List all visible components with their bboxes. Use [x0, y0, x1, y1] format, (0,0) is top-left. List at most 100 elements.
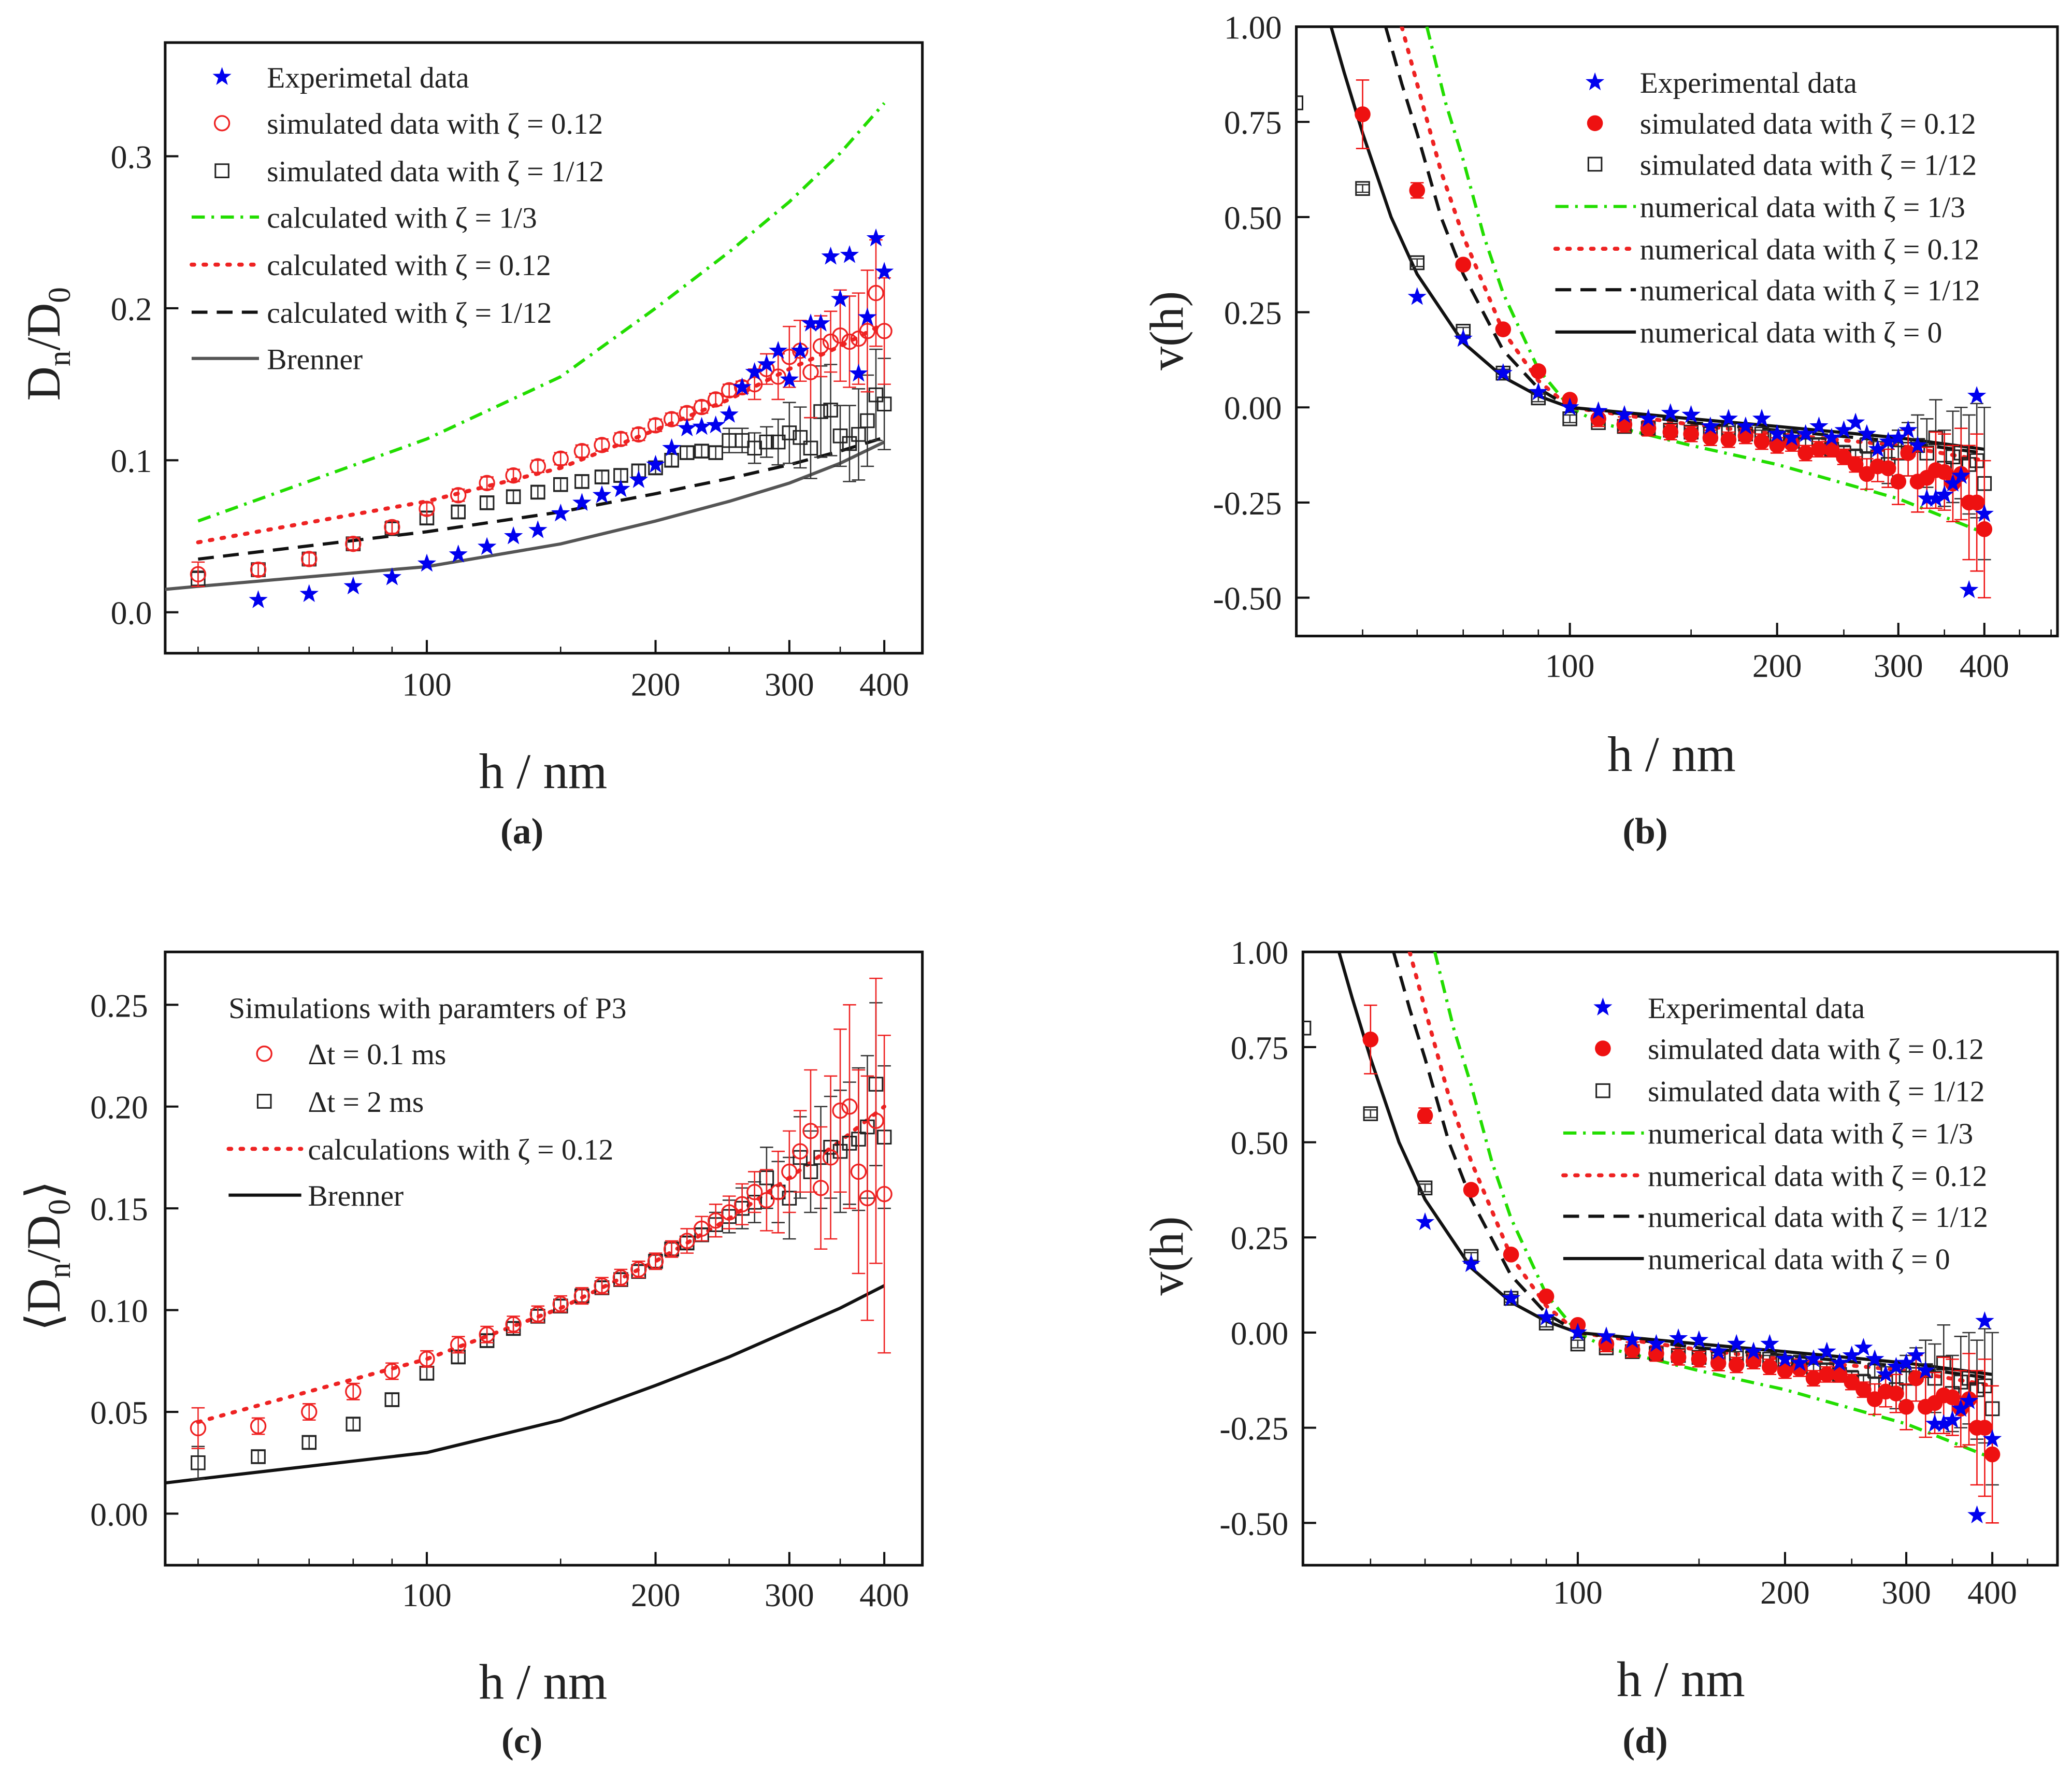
panel-caption: (d) [1622, 1720, 1667, 1761]
data-point [746, 1184, 763, 1200]
data-point [851, 427, 866, 442]
legend-label: Δt = 2 ms [308, 1086, 424, 1119]
data-point [1917, 489, 1937, 507]
legend-marker [1595, 1083, 1610, 1098]
data-point [812, 1180, 829, 1196]
data-point [1889, 427, 1908, 446]
x-axis-title: h / nm [479, 743, 608, 799]
data-point [830, 289, 850, 307]
data-point [802, 364, 819, 380]
legend-marker [1587, 115, 1603, 132]
data-point [1908, 435, 1927, 454]
data-point [592, 485, 612, 504]
data-point [1842, 1345, 1862, 1364]
legend-label: Experimental data [1640, 67, 1857, 99]
legend: Experimental data simulated data with ζ =… [1553, 67, 1980, 349]
data-point [1560, 397, 1579, 416]
y-axis-title: v(h) [1140, 1217, 1193, 1296]
data-point [1879, 432, 1898, 450]
plot-area [1303, 952, 2002, 1524]
plot-area [1296, 26, 1994, 598]
x-tick-label: 300 [1874, 648, 1923, 684]
data-point [1982, 1429, 2002, 1448]
data-point [1501, 1288, 1521, 1307]
data-point [780, 369, 799, 388]
data-point [1615, 405, 1634, 423]
data-point [646, 454, 665, 473]
panel-caption: (b) [1622, 811, 1667, 852]
data-point [875, 262, 894, 280]
data-point [706, 415, 725, 434]
legend-label: simulated data with ζ = 1/12 [267, 155, 603, 188]
data-point [1896, 1353, 1916, 1371]
data-point [1925, 1414, 1945, 1432]
data-point [503, 526, 523, 545]
data-point [594, 437, 610, 453]
x-tick-label: 200 [631, 666, 681, 703]
data-point [721, 1204, 738, 1221]
x-tick-label: 300 [1881, 1574, 1931, 1611]
legend-label: calculated with ζ = 1/3 [267, 202, 537, 234]
data-point [1536, 1307, 1556, 1325]
data-point [1790, 1353, 1809, 1371]
y-tick-label: 0.0 [111, 595, 152, 632]
legend-label: numerical data with ζ = 1/3 [1648, 1118, 1973, 1150]
data-point [1355, 106, 1371, 122]
panel-d: 100 200 300 400 1.00 0.75 0.50 0.25 0.00 -0.25 -0.… [1140, 934, 2059, 1761]
data-point [859, 323, 876, 339]
y-tick-label: 0.25 [90, 987, 148, 1024]
data-point [1942, 1410, 1962, 1428]
data-point [1661, 403, 1680, 421]
data-point [679, 445, 695, 460]
data-point [301, 551, 318, 567]
data-point [612, 1269, 629, 1286]
data-point [1415, 1212, 1435, 1231]
data-point [301, 1404, 318, 1420]
data-point [822, 1149, 839, 1166]
legend-label: numerical data with ζ = 1/3 [1640, 191, 1965, 224]
x-axis-title: h / nm [479, 1654, 608, 1710]
y-axis-title-part: D [17, 1278, 70, 1312]
data-point [1926, 489, 1946, 507]
data-point [866, 228, 886, 247]
data-point [868, 1112, 884, 1129]
data-point [1668, 1328, 1688, 1347]
legend-marker [1585, 72, 1605, 91]
y-axis-title-part: n [42, 1263, 77, 1279]
legend-label: numerical data with ζ = 0.12 [1640, 234, 1979, 266]
data-point [1959, 1391, 1979, 1409]
y-tick-label: 1.00 [1231, 934, 1289, 971]
y-axis-title-part: ⟨ [17, 1313, 70, 1332]
data-point [506, 489, 521, 504]
data-point [1638, 409, 1658, 427]
x-tick-label: 100 [402, 1577, 452, 1613]
data-point [384, 1363, 400, 1380]
data-point [1975, 1311, 1994, 1329]
data-point [301, 1435, 317, 1450]
data-point [1844, 1374, 1860, 1390]
data-point [1720, 432, 1737, 448]
y-axis-title-part: 0 [42, 1199, 77, 1215]
data-point [647, 417, 664, 434]
series-line [1433, 952, 1993, 1460]
data-point [1984, 1446, 2001, 1463]
data-point [1760, 1334, 1779, 1352]
legend: Simulations with paramters of P3 Δt = 0.1… [226, 992, 626, 1212]
x-tick-label: 200 [1760, 1574, 1810, 1611]
series-line [1407, 952, 1994, 1388]
data-point [1859, 438, 1875, 453]
data-point [832, 1102, 848, 1119]
data-point [1461, 1254, 1481, 1272]
data-point [1916, 1361, 1935, 1379]
data-point [611, 479, 630, 497]
data-point [647, 1253, 664, 1270]
y-tick-label: 0.75 [1224, 104, 1282, 141]
data-point [251, 1449, 266, 1464]
y-tick-label: -0.50 [1219, 1505, 1288, 1542]
data-point [419, 501, 435, 517]
y-tick-label: 0.75 [1231, 1030, 1289, 1066]
y-axis-title-part: ⟩ [17, 1180, 70, 1199]
data-point [849, 363, 868, 382]
x-tick-label: 400 [859, 1577, 909, 1613]
data-point [1409, 255, 1425, 270]
